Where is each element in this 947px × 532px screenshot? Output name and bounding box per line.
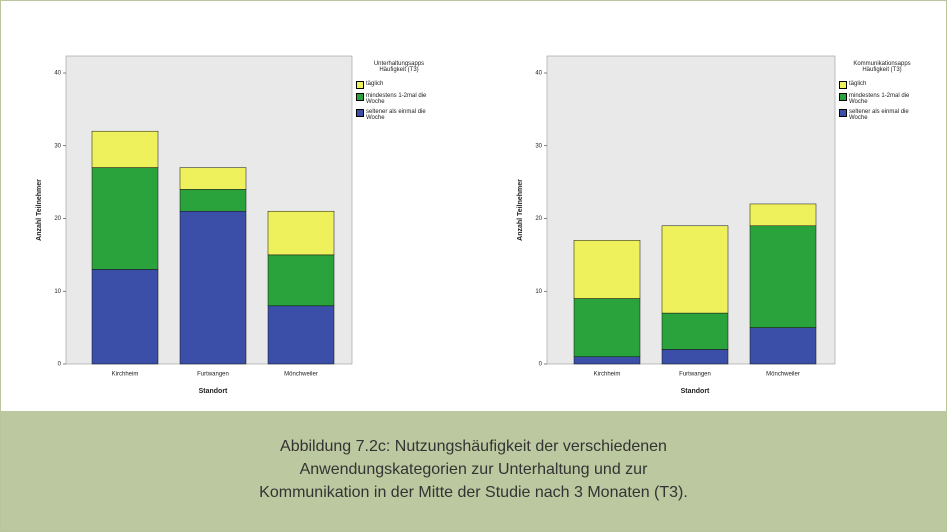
x-tick-label: Furtwangen xyxy=(679,372,711,378)
bar-segment xyxy=(91,167,159,270)
legend-label: seltener als einmal die Woche xyxy=(366,109,426,121)
bar-segment xyxy=(749,203,817,227)
bar-segment xyxy=(661,349,729,365)
caption-line: Kommunikation in der Mitte der Studie na… xyxy=(259,484,688,501)
bar-segment xyxy=(179,167,247,190)
y-tick-label: 0 xyxy=(539,362,543,368)
x-tick-label: Furtwangen xyxy=(197,372,229,378)
bar-segment xyxy=(267,305,335,365)
legend-item: täglich xyxy=(839,81,925,89)
bar-segment xyxy=(179,189,247,212)
y-tick-label: 30 xyxy=(535,143,542,149)
bar-segment xyxy=(267,254,335,307)
bar-segment xyxy=(91,130,159,168)
bar-segment xyxy=(267,210,335,256)
legend-label: seltener als einmal die Woche xyxy=(849,109,909,121)
bar-segment xyxy=(179,210,247,365)
legend-title-line: Häufigkeit (T3) xyxy=(379,67,419,73)
legend-swatch xyxy=(839,109,847,117)
legend-title-line: Kommunikationsapps xyxy=(853,61,911,67)
legend-swatch xyxy=(356,109,364,117)
legend: Kommunikationsapps Häufigkeit (T3) täglich… xyxy=(839,61,925,125)
x-axis-label: Standort xyxy=(199,388,228,395)
legend: Unterhaltungsapps Häufigkeit (T3) täglich m… xyxy=(356,61,442,125)
bar-segment xyxy=(573,240,641,299)
legend-title: Kommunikationsapps Häufigkeit (T3) xyxy=(839,61,925,73)
legend-item: seltener als einmal die Woche xyxy=(839,109,925,121)
x-axis-label: Standort xyxy=(681,388,710,395)
bar-segment xyxy=(661,312,729,350)
legend-item: mindestens 1-2mal die Woche xyxy=(356,93,442,105)
caption-line: Abbildung 7.2c: Nutzungshäufigkeit der v… xyxy=(280,438,667,455)
y-tick-label: 20 xyxy=(54,216,61,222)
bar-segment xyxy=(661,225,729,314)
y-tick-label: 40 xyxy=(535,71,542,77)
bar-segment xyxy=(91,269,159,365)
bar-segment xyxy=(573,298,641,357)
bar-segment xyxy=(573,356,641,365)
caption-line: Anwendungskategorien zur Unterhaltung un… xyxy=(299,461,648,478)
y-axis-label: Anzahl Teilnehmer xyxy=(36,179,43,241)
y-tick-label: 20 xyxy=(535,216,542,222)
charts: 0 10 20 30 40 Anzahl Teilnehmer Standort Kirchh… xyxy=(36,55,836,395)
legend-title: Unterhaltungsapps Häufigkeit (T3) xyxy=(356,61,442,73)
y-tick-label: 10 xyxy=(535,289,542,295)
legend-label: mindestens 1-2mal die Woche xyxy=(849,93,910,105)
legend-swatch xyxy=(839,81,847,89)
legend-label: mindestens 1-2mal die Woche xyxy=(366,93,427,105)
legend-title-line: Unterhaltungsapps xyxy=(373,61,425,67)
legend-swatch xyxy=(839,93,847,101)
bar-segment xyxy=(749,327,817,365)
caption: Abbildung 7.2c: Nutzungshäufigkeit der v… xyxy=(1,411,946,531)
legend-item: täglich xyxy=(356,81,442,89)
x-tick-label: Mönchweiler xyxy=(766,372,800,378)
x-tick-label: Kirchheim xyxy=(112,372,139,378)
legend-swatch xyxy=(356,81,364,89)
y-tick-label: 30 xyxy=(54,143,61,149)
y-tick-label: 0 xyxy=(58,362,62,368)
legend-label: täglich xyxy=(366,81,384,87)
legend-item: mindestens 1-2mal die Woche xyxy=(839,93,925,105)
y-axis-label: Anzahl Teilnehmer xyxy=(517,179,524,241)
legend-swatch xyxy=(356,93,364,101)
legend-item: seltener als einmal die Woche xyxy=(356,109,442,121)
x-tick-label: Kirchheim xyxy=(594,372,621,378)
bar-segment xyxy=(749,225,817,328)
legend-label: täglich xyxy=(849,81,867,87)
y-tick-label: 10 xyxy=(54,289,61,295)
y-tick-label: 40 xyxy=(54,71,61,77)
legend-title-line: Häufigkeit (T3) xyxy=(862,67,902,73)
x-tick-label: Mönchweiler xyxy=(284,372,318,378)
